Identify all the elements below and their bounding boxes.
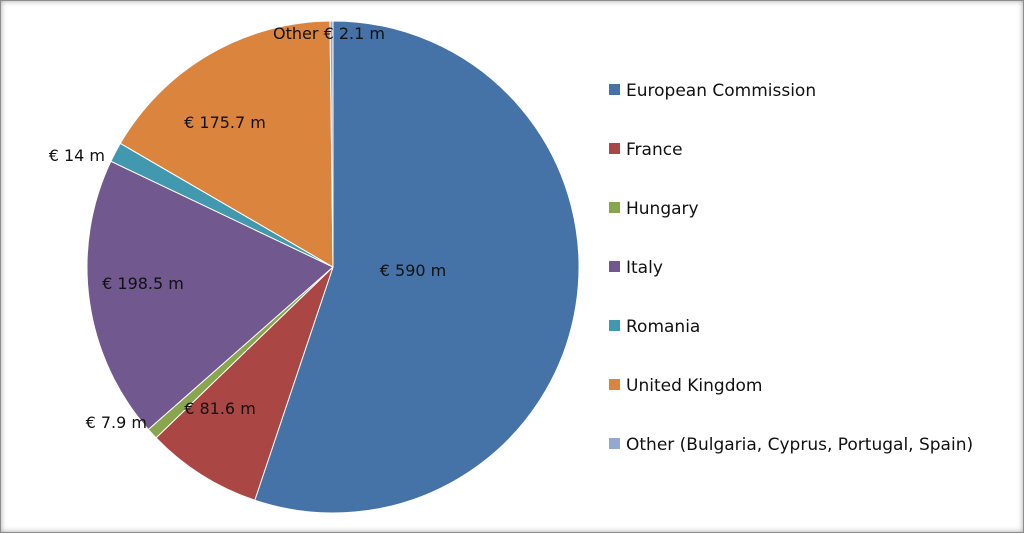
slice-label: Other € 2.1 m	[273, 24, 385, 43]
pie-slice-france	[155, 266, 334, 501]
slice-label: € 590 m	[380, 261, 446, 280]
legend-label: Romania	[626, 317, 700, 337]
legend-swatch	[609, 320, 620, 331]
slice-label: € 175.7 m	[184, 113, 266, 132]
legend-label: France	[626, 140, 683, 160]
pie-slice-italy	[86, 160, 334, 431]
legend-swatch	[609, 202, 620, 213]
legend-label: Hungary	[626, 199, 699, 219]
legend-label: European Commission	[626, 81, 816, 101]
slice-label: € 198.5 m	[102, 274, 184, 293]
pie-slice-other-bulgaria-cyprus-portugal-spain	[329, 20, 334, 268]
slice-label: € 7.9 m	[86, 413, 147, 432]
pie-slice-united-kingdom	[119, 20, 334, 268]
legend-swatch	[609, 84, 620, 95]
slice-label: € 81.6 m	[184, 399, 256, 418]
legend-label: United Kingdom	[626, 376, 762, 396]
pie-slice-european-commission	[254, 20, 580, 514]
legend-swatch	[609, 143, 620, 154]
legend-swatch	[609, 379, 620, 390]
legend-swatch	[609, 261, 620, 272]
legend-swatch	[609, 438, 620, 449]
legend-label: Italy	[626, 258, 663, 278]
legend-label: Other (Bulgaria, Cyprus, Portugal, Spain…	[626, 435, 973, 455]
slice-label: € 14 m	[49, 146, 105, 165]
